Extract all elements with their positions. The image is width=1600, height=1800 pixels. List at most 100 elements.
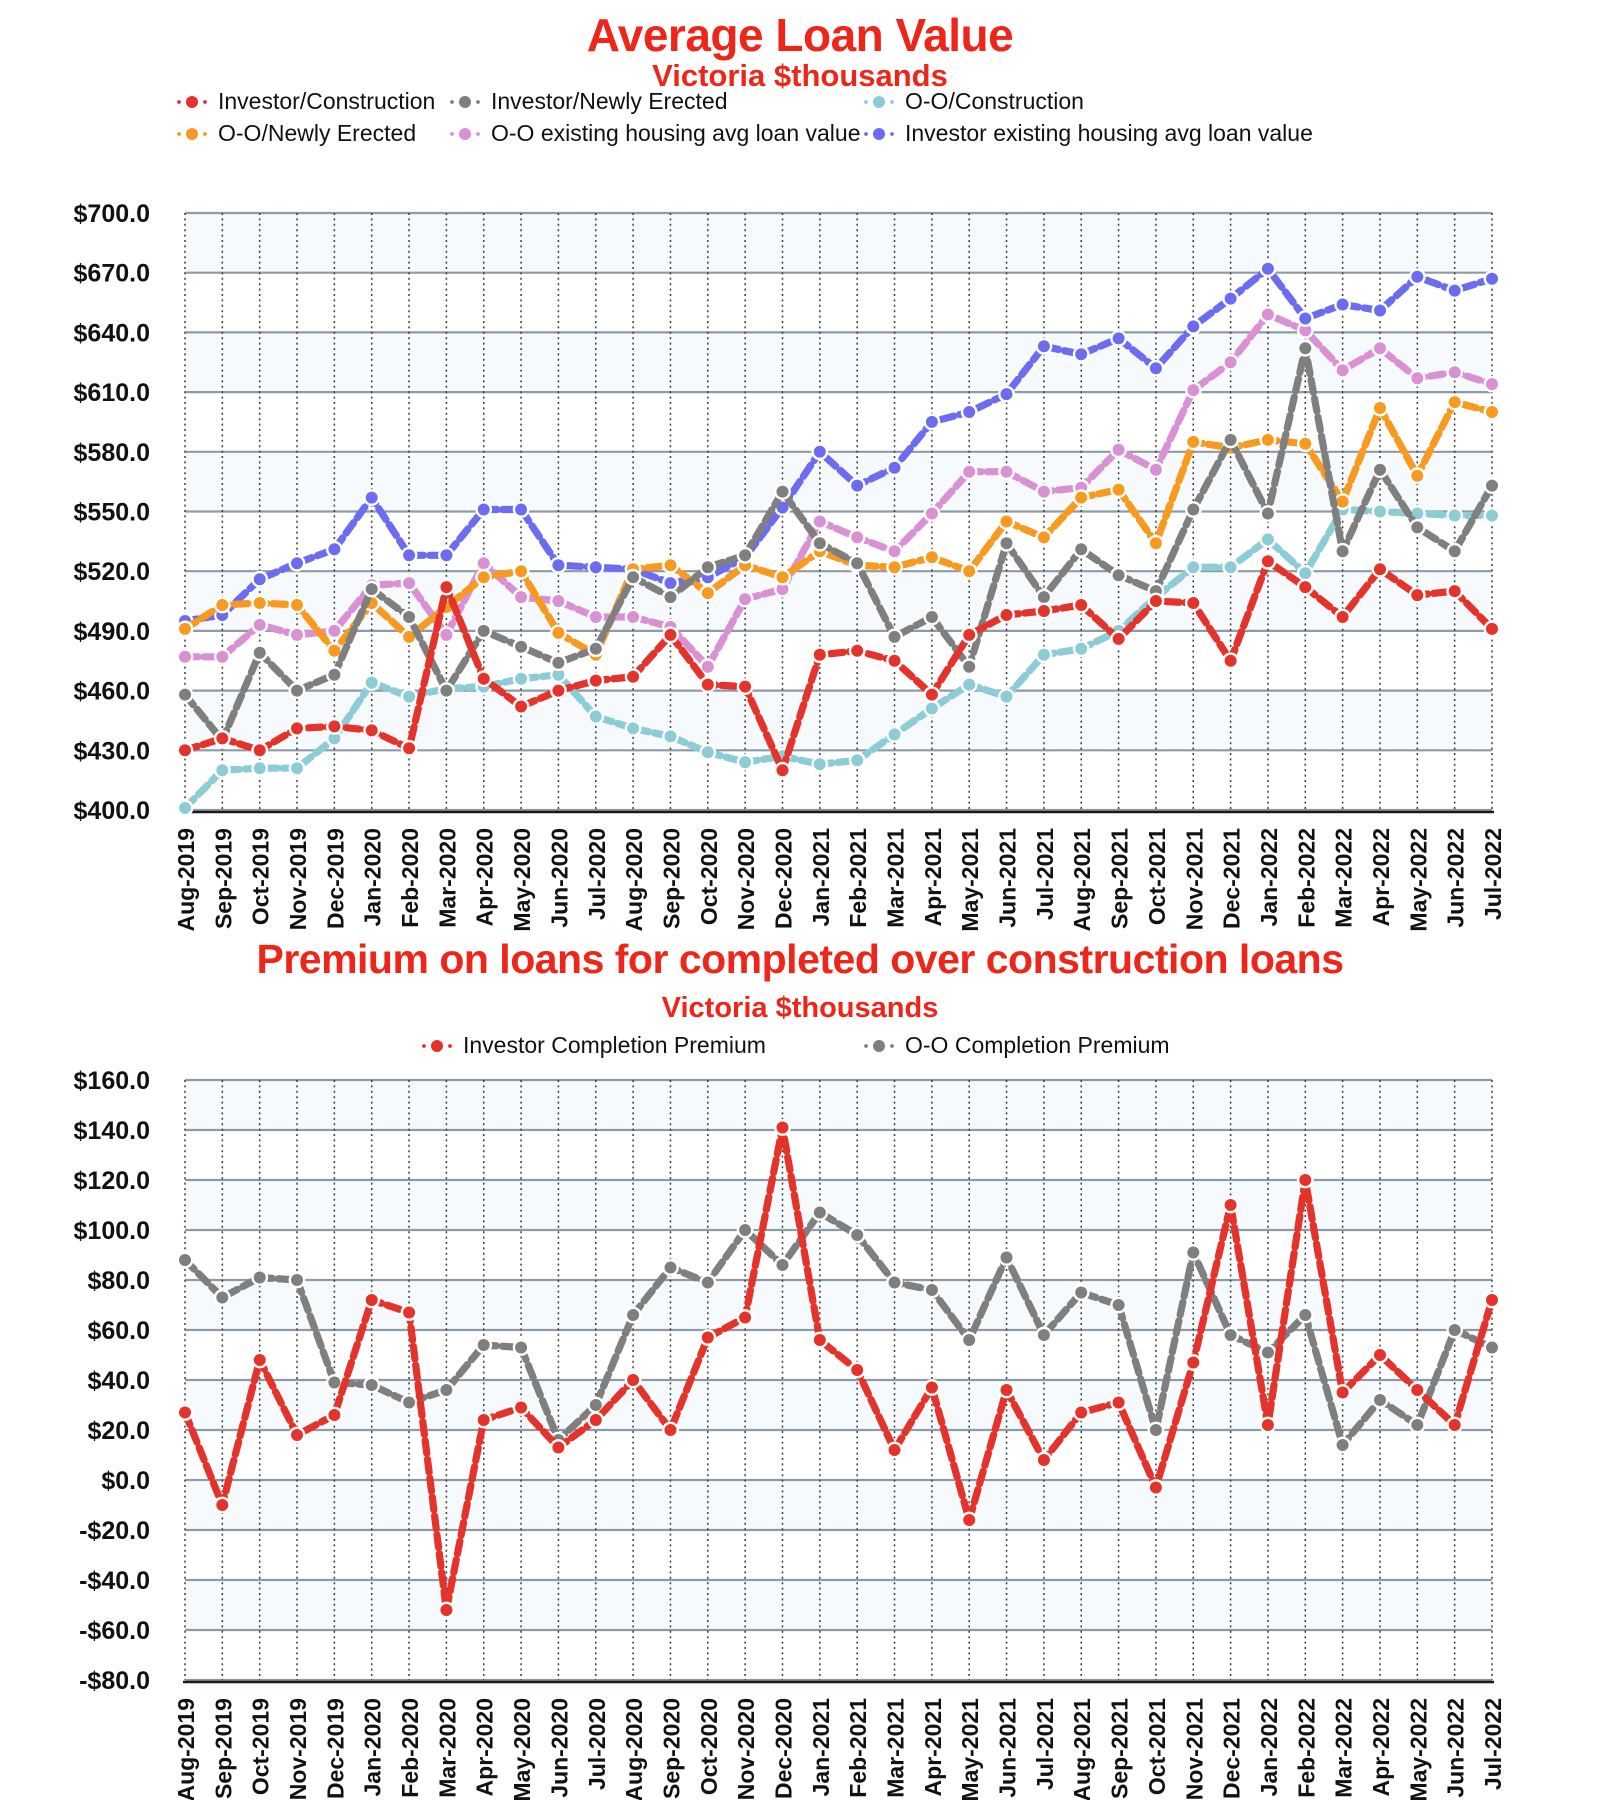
data-point-investor-construction bbox=[550, 682, 567, 699]
data-point-investor-construction bbox=[1296, 578, 1314, 596]
data-point-investor-existing-housing-avg-loan-value bbox=[1222, 290, 1240, 307]
data-point-investor-completion-premium bbox=[400, 1304, 418, 1321]
data-point-investor-existing-housing-avg-loan-value bbox=[998, 385, 1015, 403]
x-tick-label: Jul-2020 bbox=[584, 828, 610, 920]
data-point-o-o-completion-premium bbox=[1408, 1416, 1426, 1434]
data-point-o-o-construction bbox=[1072, 640, 1090, 658]
data-point-investor-newly-erected bbox=[736, 546, 754, 564]
x-tick-label: Jan-2021 bbox=[808, 828, 834, 927]
data-point-investor-construction bbox=[960, 626, 978, 644]
legend-item-o-o-existing-housing-avg-loan-value: O-O existing housing avg loan value bbox=[448, 122, 861, 145]
data-point-o-o-construction bbox=[1035, 646, 1053, 664]
x-tick-label: Jan-2020 bbox=[360, 828, 386, 926]
data-point-o-o-construction bbox=[1483, 507, 1501, 524]
data-point-investor-completion-premium bbox=[1483, 1291, 1501, 1309]
chart1-subtitle: Victoria $thousands bbox=[652, 58, 948, 93]
y-tick-label: $640.0 bbox=[74, 319, 150, 347]
x-tick-label: Apr-2022 bbox=[1368, 1698, 1394, 1796]
data-point-investor-newly-erected bbox=[662, 588, 679, 606]
data-point-o-o-newly-erected bbox=[1296, 435, 1314, 453]
x-tick-label: Aug-2020 bbox=[621, 828, 647, 932]
data-point-investor-construction bbox=[288, 720, 306, 737]
data-point-o-o-newly-erected bbox=[512, 562, 530, 580]
x-tick-label: Dec-2019 bbox=[322, 828, 348, 929]
data-point-o-o-construction bbox=[848, 751, 866, 769]
data-point-investor-newly-erected bbox=[699, 558, 717, 576]
data-point-investor-completion-premium bbox=[437, 1601, 455, 1619]
x-tick-label: Aug-2019 bbox=[173, 1698, 199, 1800]
data-point-o-o-existing-housing-avg-loan-value bbox=[1371, 339, 1389, 357]
data-point-o-o-newly-erected bbox=[774, 568, 791, 586]
data-point-o-o-completion-premium bbox=[1035, 1326, 1053, 1344]
y-tick-label: $100.0 bbox=[74, 1217, 150, 1245]
data-point-o-o-construction bbox=[288, 759, 306, 777]
data-point-o-o-completion-premium bbox=[325, 1374, 343, 1391]
data-point-investor-newly-erected bbox=[1035, 588, 1053, 606]
x-tick-label: Mar-2022 bbox=[1331, 828, 1357, 928]
x-tick-label: Jul-2020 bbox=[584, 1698, 610, 1790]
x-tick-label: Oct-2020 bbox=[696, 828, 722, 925]
data-point-o-o-completion-premium bbox=[288, 1271, 306, 1289]
data-point-o-o-newly-erected bbox=[213, 596, 231, 614]
x-tick-label: Oct-2019 bbox=[248, 828, 274, 925]
data-point-o-o-completion-premium bbox=[1371, 1391, 1389, 1409]
data-point-o-o-existing-housing-avg-loan-value bbox=[1408, 369, 1426, 387]
y-tick-label: $160.0 bbox=[74, 1067, 150, 1095]
x-tick-label: Jan-2022 bbox=[1256, 1698, 1282, 1796]
x-tick-label: Feb-2020 bbox=[397, 1698, 423, 1798]
plot-band bbox=[185, 690, 1492, 751]
data-point-o-o-newly-erected bbox=[176, 620, 194, 638]
data-point-investor-construction bbox=[1184, 594, 1202, 612]
x-tick-label: Oct-2019 bbox=[248, 1698, 274, 1795]
legend-marker-icon bbox=[864, 1039, 894, 1052]
data-point-investor-construction bbox=[1446, 582, 1464, 600]
data-point-o-o-existing-housing-avg-loan-value bbox=[1147, 461, 1165, 479]
data-point-investor-completion-premium bbox=[774, 1119, 791, 1136]
data-point-o-o-construction bbox=[811, 755, 829, 773]
data-point-o-o-newly-erected bbox=[550, 624, 567, 642]
data-point-investor-construction bbox=[848, 642, 866, 660]
data-point-investor-construction bbox=[662, 626, 679, 644]
data-point-o-o-completion-premium bbox=[475, 1336, 493, 1354]
data-point-investor-newly-erected bbox=[363, 580, 381, 598]
data-point-o-o-existing-housing-avg-loan-value bbox=[1222, 353, 1240, 371]
data-point-o-o-newly-erected bbox=[1147, 534, 1165, 552]
data-point-investor-newly-erected bbox=[1222, 431, 1240, 449]
data-point-investor-construction bbox=[624, 668, 642, 686]
legend-item-label: Investor/Construction bbox=[218, 88, 436, 114]
data-point-investor-completion-premium bbox=[1072, 1404, 1090, 1421]
series-o-o-construction bbox=[176, 501, 1501, 817]
data-point-o-o-existing-housing-avg-loan-value bbox=[736, 590, 754, 608]
x-tick-label: Apr-2021 bbox=[920, 1698, 946, 1797]
data-point-investor-existing-housing-avg-loan-value bbox=[587, 558, 605, 576]
legend-marker-icon bbox=[177, 127, 207, 140]
data-point-investor-completion-premium bbox=[363, 1291, 381, 1309]
y-tick-label: $520.0 bbox=[74, 558, 150, 586]
data-point-investor-construction bbox=[325, 718, 343, 735]
data-point-investor-completion-premium bbox=[923, 1379, 941, 1396]
data-point-o-o-completion-premium bbox=[1147, 1421, 1165, 1439]
x-tick-label: Oct-2020 bbox=[696, 1698, 722, 1795]
data-point-o-o-newly-erected bbox=[1371, 399, 1389, 417]
data-point-investor-existing-housing-avg-loan-value bbox=[1296, 310, 1314, 327]
data-point-o-o-existing-housing-avg-loan-value bbox=[811, 513, 829, 530]
x-tick-label: Jul-2021 bbox=[1032, 828, 1058, 920]
data-point-o-o-construction bbox=[213, 761, 231, 779]
data-point-investor-existing-housing-avg-loan-value bbox=[1110, 329, 1128, 347]
plot-band bbox=[185, 213, 1492, 273]
x-tick-label: Mar-2020 bbox=[434, 828, 460, 928]
data-point-investor-completion-premium bbox=[1296, 1171, 1314, 1189]
data-point-o-o-construction bbox=[960, 676, 978, 693]
data-point-o-o-completion-premium bbox=[1296, 1306, 1314, 1324]
data-point-o-o-completion-premium bbox=[1259, 1344, 1277, 1361]
data-point-investor-newly-erected bbox=[1371, 461, 1389, 479]
legend-item-label: O-O/Construction bbox=[905, 88, 1084, 114]
data-point-o-o-existing-housing-avg-loan-value bbox=[587, 608, 605, 626]
data-point-investor-completion-premium bbox=[1184, 1354, 1202, 1371]
data-point-investor-construction bbox=[811, 646, 829, 664]
data-point-o-o-existing-housing-avg-loan-value bbox=[176, 648, 194, 666]
data-point-o-o-newly-erected bbox=[886, 558, 903, 576]
data-point-investor-completion-premium bbox=[1222, 1196, 1240, 1214]
data-point-o-o-completion-premium bbox=[213, 1289, 231, 1306]
legend-item-label: Investor/Newly Erected bbox=[491, 88, 728, 114]
